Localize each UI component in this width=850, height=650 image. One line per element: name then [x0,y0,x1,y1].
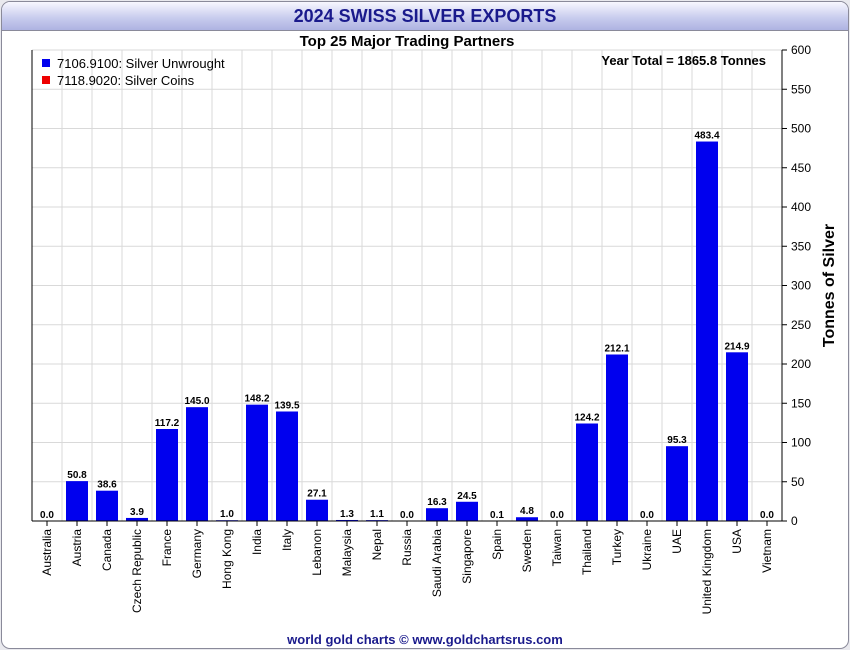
data-label: 145.0 [184,396,209,407]
chart-subtitle: Top 25 Major Trading Partners [300,33,515,50]
data-label: 139.5 [274,400,299,411]
legend-label: 7118.9020: Silver Coins [57,73,195,88]
data-label: 3.9 [130,507,144,518]
y-tick-label: 550 [791,82,811,96]
data-label: 1.3 [340,509,354,520]
chart-title: 2024 SWISS SILVER EXPORTS [293,6,557,26]
x-tick-label: Ukraine [640,529,654,571]
x-tick-label: Germany [190,529,204,578]
y-tick-label: 350 [791,239,811,253]
x-tick-label: USA [730,529,744,554]
x-tick-label: France [160,529,174,567]
bar [426,508,448,521]
y-tick-label: 150 [791,396,811,410]
y-tick-label: 400 [791,200,811,214]
data-label: 214.9 [724,341,749,352]
legend-swatch [42,76,50,84]
footer-credit: world gold charts © www.goldchartsrus.co… [287,632,563,647]
x-tick-label: Lebanon [310,529,324,576]
bar [156,428,178,521]
data-label: 0.0 [550,510,564,521]
y-tick-label: 450 [791,161,811,175]
bar [456,501,478,521]
data-label: 4.8 [520,506,534,517]
y-tick-label: 100 [791,436,811,450]
data-label: 483.4 [694,131,719,142]
x-tick-label: Malaysia [340,529,354,577]
y-axis-label: Tonnes of Silver [821,224,838,347]
legend-swatch [42,59,50,67]
x-tick-label: Thailand [580,529,594,575]
x-tick-label: Taiwan [550,529,564,566]
bar [246,404,268,521]
x-tick-label: UAE [670,529,684,554]
x-tick-label: India [250,529,264,555]
x-tick-label: Singapore [460,529,474,584]
y-tick-label: 600 [791,43,811,57]
data-label: 95.3 [667,435,687,446]
y-tick-label: 0 [791,514,798,528]
data-label: 148.2 [244,394,269,405]
bar [306,499,328,521]
y-tick-label: 500 [791,122,811,136]
data-label: 50.8 [67,470,87,481]
x-tick-label: Canada [100,529,114,571]
x-tick-label: Spain [490,529,504,560]
y-tick-label: 200 [791,357,811,371]
title-bar: 2024 SWISS SILVER EXPORTS [2,2,848,31]
data-label: 117.2 [155,418,180,429]
data-label: 124.2 [574,413,599,424]
data-label: 0.0 [640,510,654,521]
x-tick-label: Austria [70,529,84,567]
x-tick-label: Australia [40,529,54,576]
bar [576,423,598,521]
x-tick-label: Italy [280,529,294,551]
year-total-annotation: Year Total = 1865.8 Tonnes [601,53,766,68]
bar [96,490,118,521]
data-label: 212.1 [604,344,629,355]
bar [666,446,688,521]
legend-label: 7106.9100: Silver Unwrought [57,56,225,71]
data-label: 24.5 [457,491,477,502]
x-tick-label: Czech Republic [130,529,144,613]
x-tick-label: United Kingdom [700,529,714,614]
data-label: 0.1 [490,510,504,521]
data-label: 1.1 [370,509,384,520]
bar [336,519,358,521]
data-label: 38.6 [97,480,117,491]
data-label: 1.0 [220,509,234,520]
bar [696,141,718,521]
y-tick-label: 300 [791,279,811,293]
x-tick-label: Nepal [370,529,384,560]
data-label: 27.1 [307,489,327,500]
x-tick-label: Turkey [610,529,624,565]
x-tick-label: Sweden [520,529,534,572]
bar [276,411,298,521]
data-label: 0.0 [760,510,774,521]
bar [516,517,538,521]
data-label: 0.0 [40,510,54,521]
y-tick-label: 250 [791,318,811,332]
bar [726,352,748,521]
bar [66,481,88,521]
x-tick-label: Saudi Arabia [430,529,444,597]
data-label: 0.0 [400,510,414,521]
x-tick-label: Russia [400,529,414,566]
x-tick-label: Vietnam [760,529,774,573]
x-tick-label: Hong Kong [220,529,234,589]
y-tick-label: 50 [791,475,805,489]
data-label: 16.3 [427,497,447,508]
bar [186,407,208,521]
bar [126,517,148,521]
bar [606,354,628,521]
